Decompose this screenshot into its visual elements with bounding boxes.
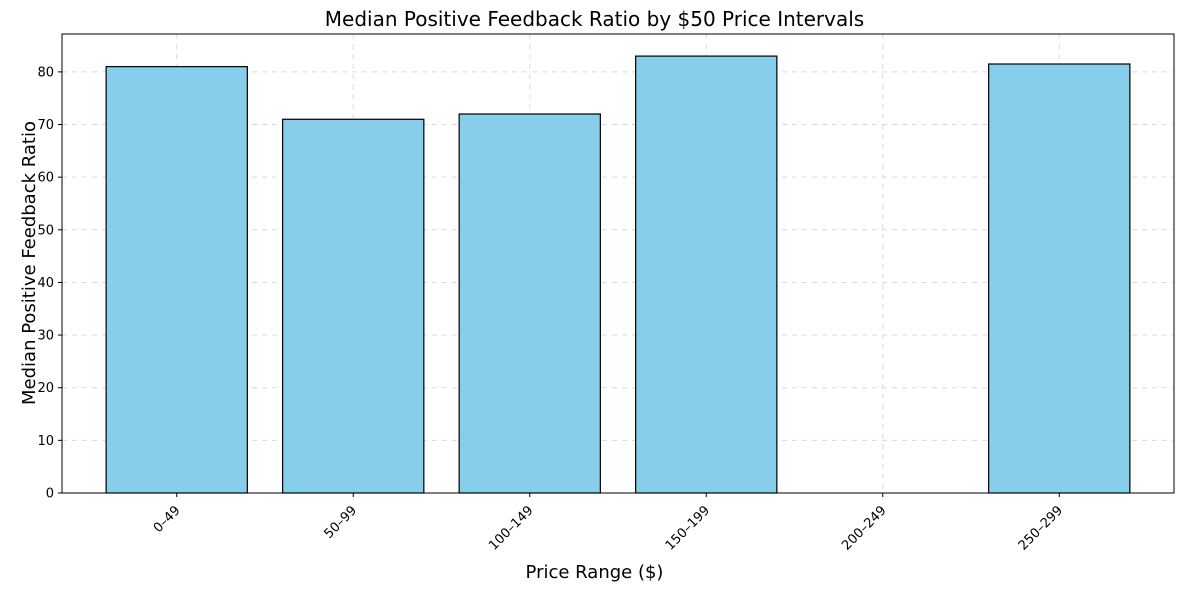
y-tick-label: 40	[37, 276, 54, 291]
y-tick-label: 0	[46, 487, 54, 502]
y-tick-label: 80	[37, 65, 54, 80]
x-tick-label: 100–149	[486, 503, 536, 553]
x-tick-label: 250–299	[1016, 503, 1066, 553]
bar-250-299	[988, 63, 1131, 494]
y-tick-label: 50	[37, 223, 54, 238]
plot-area-frame	[61, 33, 1175, 494]
bars	[105, 55, 1131, 494]
y-tick-label: 10	[37, 434, 54, 449]
x-tick-label: 200–249	[839, 503, 889, 553]
x-tick-label: 150–199	[663, 503, 713, 553]
y-axis-label: Median Positive Feedback Ratio	[19, 121, 40, 405]
bar-100-149	[458, 113, 601, 494]
chart-title: Median Positive Feedback Ratio by $50 Pr…	[325, 7, 864, 31]
y-tick-label: 70	[37, 118, 54, 133]
y-tick-label: 20	[37, 381, 54, 396]
bar-150-199	[635, 55, 778, 494]
x-tick-label: 0–49	[151, 503, 184, 536]
x-tick-label: 50–99	[321, 503, 360, 542]
bar-50-99	[282, 118, 425, 494]
bar-0-49	[105, 66, 248, 494]
y-tick-label: 30	[37, 329, 54, 344]
x-axis-label: Price Range ($)	[526, 562, 664, 583]
y-tick-label: 60	[37, 171, 54, 186]
